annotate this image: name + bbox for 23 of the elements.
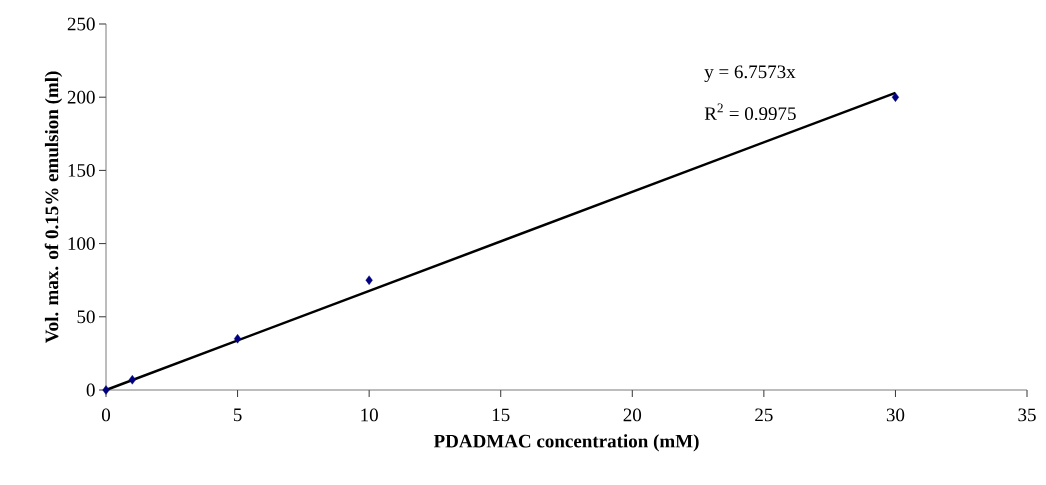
point <box>891 92 900 102</box>
y-tick-label: 250 <box>67 17 95 31</box>
y-tick-label: 200 <box>67 90 95 104</box>
y-tick-label: 100 <box>68 237 95 251</box>
x-tick-label: 15 <box>492 408 510 422</box>
x-tick-label: 25 <box>755 408 773 422</box>
x-tick-label: 30 <box>886 408 905 422</box>
point <box>102 385 110 395</box>
point <box>234 334 242 344</box>
x-axis-title: PDADMAC concentration (mM) <box>433 434 699 452</box>
annotation: R$^{2}$ = 0.9975 <box>704 103 796 121</box>
y-tick-label: 50 <box>77 310 95 324</box>
x-tick-label: 5 <box>233 408 242 422</box>
point <box>365 275 373 285</box>
point <box>128 375 136 385</box>
x-tick-label: 35 <box>1018 408 1036 422</box>
y-axis-title: Vol. max. of 0.15% emulsion (ml) <box>44 71 63 344</box>
x-tick-label: 20 <box>623 408 642 422</box>
y-tick-label: 150 <box>68 163 95 177</box>
annotation: y = 6.7573x <box>704 65 796 83</box>
x-tick-label: 0 <box>101 408 111 422</box>
x-tick-label: 10 <box>361 408 378 422</box>
y-tick-label: 0 <box>86 383 95 397</box>
